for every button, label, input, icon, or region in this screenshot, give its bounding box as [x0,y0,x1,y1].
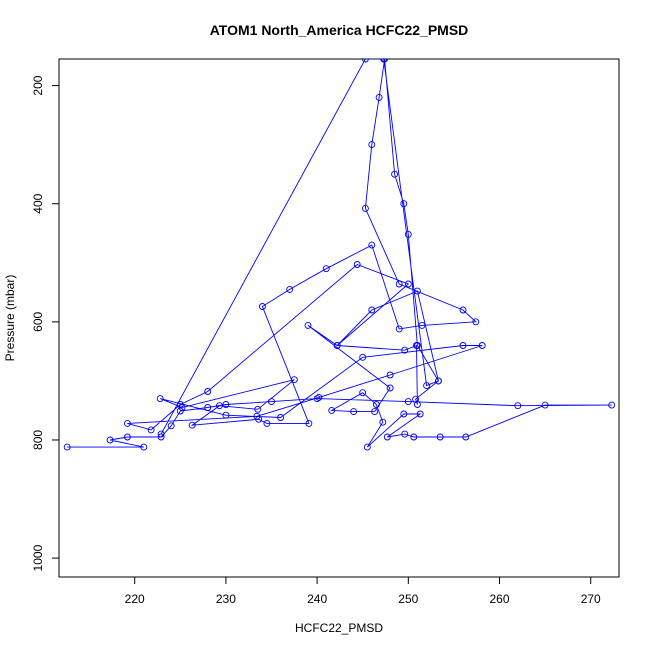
x-tick-label: 260 [490,592,510,606]
data-point [216,402,223,410]
data-point [434,377,442,385]
data-point [410,433,418,441]
data-point [350,408,358,416]
data-point [416,410,424,418]
data-point [290,376,298,384]
data-point [258,303,266,310]
data-point [123,433,131,441]
data-point [472,318,480,326]
data-point [371,408,379,416]
data-point [400,410,408,418]
y-tick-label: 200 [31,75,45,95]
x-axis-label: HCFC22_PMSD [295,621,383,635]
data-point [401,430,409,438]
data-point [328,406,336,414]
data-point [176,401,184,408]
data-point [268,398,275,406]
data-point [478,342,486,349]
data-point [359,353,367,361]
data-point [363,443,371,451]
data-point [322,265,330,273]
data-point [106,436,114,444]
data-point [413,287,421,295]
series-layer [63,59,616,451]
data-point [459,342,467,349]
data-point [404,230,412,238]
data-point [380,59,388,63]
data-point [333,342,341,349]
data-point [167,422,175,430]
data-point [176,407,184,415]
data-point [395,280,403,288]
data-point [386,371,394,379]
data-point [412,395,420,403]
data-point [204,388,212,395]
x-tick-label: 240 [307,592,327,606]
data-point [368,306,376,314]
data-point [253,412,261,420]
data-point [156,395,164,403]
data-point [391,170,399,178]
data-point [404,398,412,406]
data-point [147,426,155,434]
data-point [413,342,421,349]
y-tick-label: 800 [31,430,45,450]
y-tick-label: 1000 [31,544,45,571]
data-point [395,325,403,333]
data-point [313,395,321,403]
data-point [462,433,470,441]
data-point [608,401,616,409]
data-point [188,421,196,429]
x-tick-label: 230 [216,592,236,606]
data-point [361,204,369,212]
data-point [222,411,230,419]
x-tick-label: 220 [125,592,145,606]
data-point [404,280,412,288]
data-point [304,321,312,329]
data-point [157,430,165,438]
x-tick-label: 250 [398,592,418,606]
data-point [63,443,71,451]
data-point [361,59,369,63]
x-axis: 220 230 240 250 260 270 [125,576,601,606]
data-point [353,261,361,268]
data-point [263,419,271,427]
data-point [286,285,294,293]
data-point [459,306,467,314]
plot-frame [58,58,620,578]
data-point [359,389,367,397]
data-point [379,418,387,426]
plot-area [63,59,616,451]
data-point [383,433,391,441]
y-axis-label: Pressure (mbar) [3,275,17,362]
y-axis: 200 400 600 800 1000 [31,75,60,571]
data-point [418,321,426,329]
chart-title: ATOM1 North_America HCFC22_PMSD [210,22,469,38]
x-tick-label: 270 [581,592,601,606]
data-point [541,401,549,409]
data-point [305,419,313,427]
data-point [436,433,444,441]
data-point [157,433,165,441]
y-tick-label: 400 [31,193,45,213]
series-line [67,59,612,448]
data-point [401,346,409,354]
data-point [400,200,408,208]
data-point [315,393,323,401]
data-point [204,404,212,411]
data-point [368,241,376,249]
data-point [140,443,148,451]
data-point [277,414,285,421]
data-point [368,141,376,149]
data-point [123,419,131,427]
data-point [372,401,380,408]
data-point [254,405,262,413]
data-point [514,402,522,410]
y-tick-label: 600 [31,312,45,332]
data-point [386,384,394,392]
data-point [222,401,230,408]
data-point [423,382,431,390]
data-point [375,93,383,101]
